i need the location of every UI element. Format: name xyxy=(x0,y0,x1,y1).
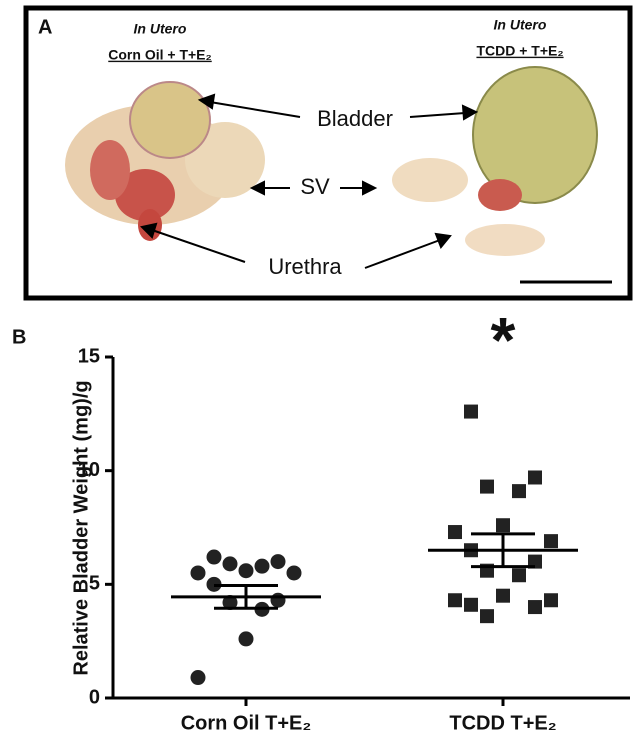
point xyxy=(512,484,526,499)
point xyxy=(238,631,254,647)
y-axis-label: Relative Bladder Weight (mg)/g xyxy=(70,380,92,675)
point xyxy=(464,597,478,612)
group-treatment: Corn Oil + T+E₂ xyxy=(108,47,211,63)
x-tick-label: Corn Oil T+E₂ xyxy=(181,712,312,734)
arrows xyxy=(139,93,612,284)
point xyxy=(222,595,238,611)
point xyxy=(528,554,542,569)
point xyxy=(238,563,254,579)
point xyxy=(270,592,286,608)
point xyxy=(480,609,494,624)
point xyxy=(286,565,302,581)
panel-label: A xyxy=(38,16,52,38)
point xyxy=(464,404,478,419)
y-tick-label: 0 xyxy=(89,686,100,708)
point xyxy=(222,556,238,572)
point xyxy=(544,534,558,549)
point xyxy=(254,558,270,574)
point xyxy=(448,593,462,608)
y-tick-label: 5 xyxy=(89,573,100,595)
point xyxy=(528,470,542,485)
annotation: SV xyxy=(300,174,330,199)
point xyxy=(448,525,462,540)
point xyxy=(206,549,222,565)
x-tick-label: TCDD T+E₂ xyxy=(449,712,556,734)
specimen-right xyxy=(392,66,598,256)
point xyxy=(528,600,542,615)
group-title: In Utero xyxy=(494,17,547,33)
point xyxy=(544,593,558,608)
y-tick-label: 10 xyxy=(78,459,100,481)
point xyxy=(480,479,494,494)
group-title: In Utero xyxy=(134,21,187,37)
panel-label: B xyxy=(12,326,26,348)
point xyxy=(496,518,510,533)
annotation: Bladder xyxy=(317,106,393,131)
point xyxy=(512,568,526,583)
point xyxy=(190,565,206,581)
point xyxy=(496,588,510,603)
point xyxy=(270,554,286,570)
significance: * xyxy=(491,304,516,376)
group-treatment: TCDD + T+E₂ xyxy=(476,43,563,59)
point xyxy=(190,670,206,686)
annotation: Urethra xyxy=(268,254,342,279)
y-tick-label: 15 xyxy=(78,345,100,367)
